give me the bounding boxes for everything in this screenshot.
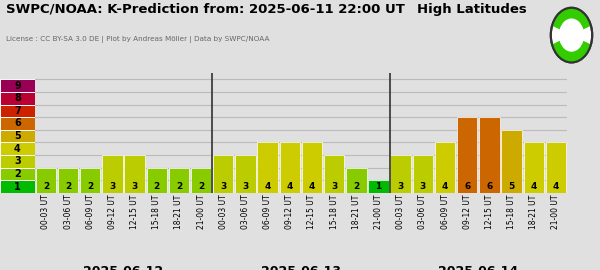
Bar: [280, 143, 300, 193]
Text: 1: 1: [376, 182, 382, 191]
Text: 3: 3: [131, 182, 138, 191]
Bar: [0, 104, 35, 117]
Text: 2: 2: [14, 169, 21, 179]
Bar: [124, 155, 145, 193]
Bar: [191, 168, 211, 193]
Bar: [235, 155, 256, 193]
Bar: [0, 168, 35, 180]
Bar: [0, 143, 35, 155]
Wedge shape: [552, 41, 591, 62]
Text: 2025-06-12: 2025-06-12: [83, 265, 164, 270]
Text: 6: 6: [14, 119, 21, 129]
Text: 2: 2: [198, 182, 204, 191]
Text: 3: 3: [331, 182, 337, 191]
Wedge shape: [552, 8, 591, 29]
Bar: [102, 155, 122, 193]
Text: 3: 3: [420, 182, 426, 191]
Text: 2: 2: [353, 182, 359, 191]
Text: 2025-06-14: 2025-06-14: [438, 265, 518, 270]
Text: 3: 3: [242, 182, 248, 191]
Text: 4: 4: [309, 182, 315, 191]
Text: 3: 3: [398, 182, 404, 191]
Bar: [0, 155, 35, 168]
Text: 2025-06-13: 2025-06-13: [261, 265, 341, 270]
Text: 2: 2: [154, 182, 160, 191]
Bar: [435, 143, 455, 193]
Bar: [413, 155, 433, 193]
Bar: [324, 155, 344, 193]
Bar: [0, 92, 35, 104]
Bar: [35, 168, 56, 193]
Text: 2: 2: [65, 182, 71, 191]
Bar: [524, 143, 544, 193]
Bar: [0, 130, 35, 143]
Text: 7: 7: [14, 106, 21, 116]
Bar: [368, 180, 389, 193]
Bar: [0, 79, 35, 92]
Text: 2: 2: [43, 182, 49, 191]
Bar: [391, 155, 411, 193]
Text: 3: 3: [109, 182, 116, 191]
Text: 3: 3: [220, 182, 226, 191]
Bar: [0, 180, 35, 193]
Text: 2: 2: [87, 182, 94, 191]
Bar: [257, 143, 278, 193]
Bar: [58, 168, 78, 193]
Bar: [213, 155, 233, 193]
Bar: [80, 168, 100, 193]
Bar: [479, 117, 500, 193]
Text: 5: 5: [14, 131, 21, 141]
Text: 5: 5: [508, 182, 515, 191]
Bar: [457, 117, 478, 193]
Bar: [302, 143, 322, 193]
Text: 4: 4: [265, 182, 271, 191]
Bar: [0, 117, 35, 130]
Bar: [146, 168, 167, 193]
Text: 2: 2: [176, 182, 182, 191]
Text: SWPC/NOAA: K-Prediction from: 2025-06-11 22:00 UT: SWPC/NOAA: K-Prediction from: 2025-06-11…: [6, 3, 405, 16]
Text: 4: 4: [287, 182, 293, 191]
Bar: [346, 168, 367, 193]
Bar: [169, 168, 189, 193]
Text: 4: 4: [14, 144, 21, 154]
Text: 4: 4: [442, 182, 448, 191]
Bar: [546, 143, 566, 193]
Text: High Latitudes: High Latitudes: [417, 3, 527, 16]
Text: 4: 4: [530, 182, 537, 191]
Text: 1: 1: [14, 182, 21, 192]
Text: 6: 6: [464, 182, 470, 191]
Bar: [502, 130, 522, 193]
Text: 6: 6: [486, 182, 493, 191]
Text: 3: 3: [14, 156, 21, 166]
Text: 8: 8: [14, 93, 21, 103]
Text: 9: 9: [14, 80, 21, 90]
Text: License : CC BY-SA 3.0 DE | Plot by Andreas Möller | Data by SWPC/NOAA: License : CC BY-SA 3.0 DE | Plot by Andr…: [6, 36, 269, 43]
Circle shape: [551, 8, 592, 62]
Text: 4: 4: [553, 182, 559, 191]
